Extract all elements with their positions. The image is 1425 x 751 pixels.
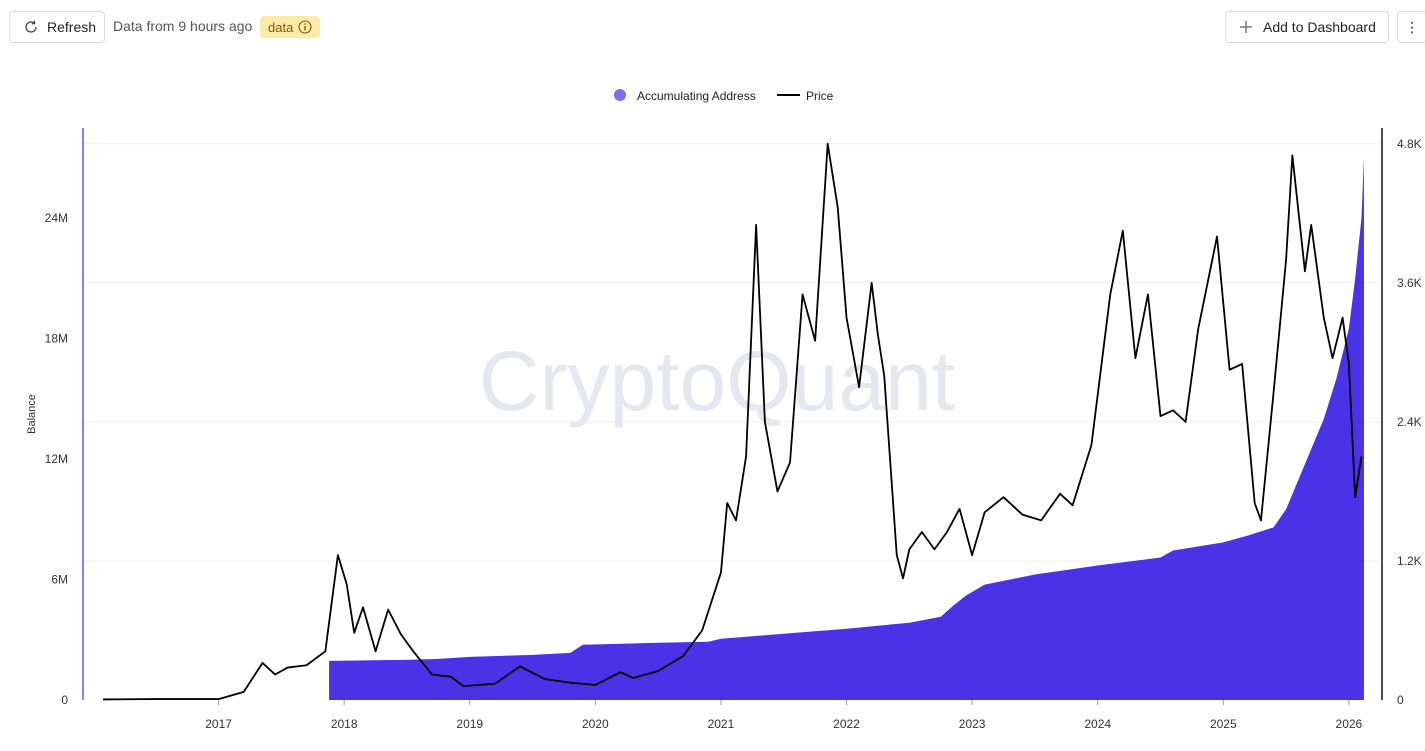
add-to-dashboard-button[interactable]: Add to Dashboard: [1225, 11, 1389, 43]
add-to-dashboard-label: Add to Dashboard: [1263, 19, 1376, 35]
y-left-tick-label: 6M: [51, 573, 68, 587]
data-badge-label: data: [268, 19, 294, 35]
y-right-tick-label: 0: [1397, 693, 1404, 707]
refresh-icon: [25, 20, 37, 33]
x-tick-label: 2025: [1210, 717, 1237, 731]
info-icon: [298, 20, 312, 34]
y-right-tick-label: 3.6K: [1397, 276, 1422, 290]
x-tick-label: 2023: [959, 717, 986, 731]
y-right-tick-label: 4.8K: [1397, 137, 1422, 151]
legend-item-accumulating[interactable]: Accumulating Address: [614, 89, 756, 103]
y-left-tick-label: 12M: [45, 452, 68, 466]
toolbar: Refresh Data from 9 hours ago data Add t…: [0, 0, 1425, 54]
y-left-tick-label: 18M: [45, 332, 68, 346]
plus-icon: [1240, 21, 1252, 33]
x-tick-label: 2024: [1084, 717, 1111, 731]
x-tick-label: 2018: [331, 717, 358, 731]
more-options-button[interactable]: ⋮: [1397, 11, 1425, 43]
legend-label-accumulating: Accumulating Address: [637, 89, 756, 103]
data-age-status: Data from 9 hours ago: [113, 18, 253, 34]
y-axis-left-label: Balance: [26, 394, 38, 434]
series-price-line: [103, 142, 1363, 701]
x-tick-label: 2020: [582, 717, 609, 731]
legend-dot-accumulating: [614, 89, 626, 101]
x-tick-label: 2026: [1336, 717, 1363, 731]
y-left-tick-label: 0: [61, 693, 68, 707]
x-tick-label: 2017: [205, 717, 232, 731]
chart: CryptoQuant 0 6M 12M 18M 24M 0 1.2K 2.4K 3.6K 4.…: [26, 89, 1422, 731]
x-tick-label: 2021: [708, 717, 735, 731]
refresh-button[interactable]: Refresh: [9, 11, 105, 43]
y-left-tick-label: 24M: [45, 211, 68, 225]
watermark: CryptoQuant: [479, 334, 955, 428]
x-tick-label: 2022: [833, 717, 860, 731]
series-accumulating-area: [329, 158, 1364, 700]
y-right-tick-label: 2.4K: [1397, 415, 1422, 429]
legend: Accumulating Address Price: [614, 89, 834, 103]
legend-label-price: Price: [806, 89, 834, 103]
legend-item-price[interactable]: Price: [777, 89, 834, 103]
y-right-tick-label: 1.2K: [1397, 554, 1422, 568]
data-badge[interactable]: data: [260, 16, 321, 38]
refresh-label: Refresh: [47, 19, 97, 35]
more-options-icon: ⋮: [1405, 18, 1419, 35]
x-tick-label: 2019: [456, 717, 483, 731]
